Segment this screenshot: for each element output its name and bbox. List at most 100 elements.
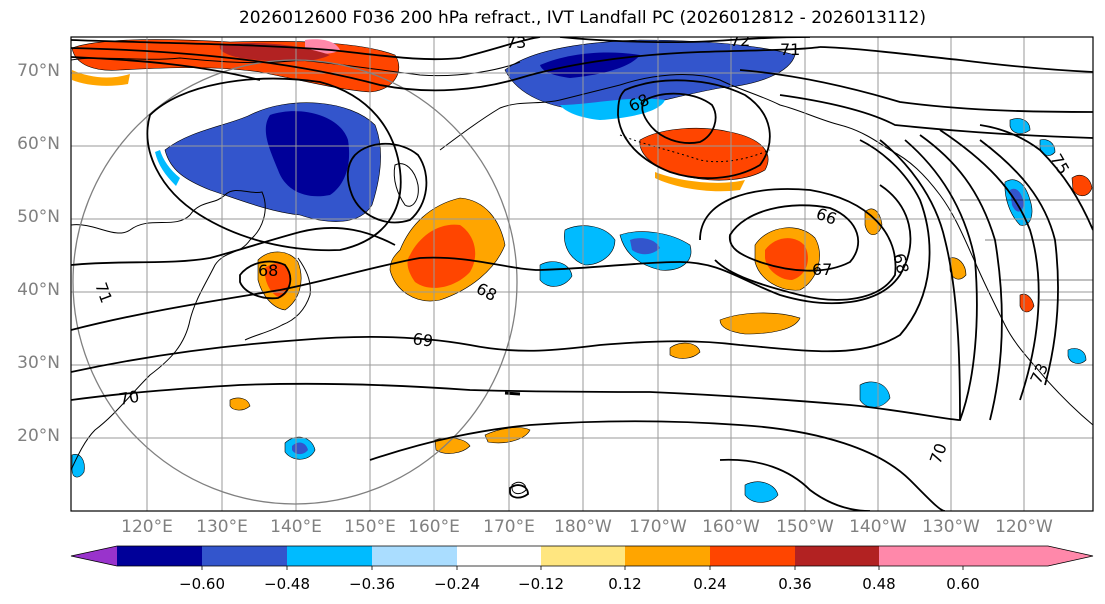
- shade-negative-central-1: [564, 225, 616, 266]
- colorbar-tick-label: 0.12: [608, 575, 642, 593]
- contour-ridge-b: [779, 94, 1093, 139]
- contour-label: 70: [117, 387, 140, 409]
- map-title: 2026012600 F036 200 hPa refract., IVT La…: [238, 8, 926, 28]
- contour-68-main: [71, 184, 912, 331]
- lon-label: 130°E: [196, 517, 248, 537]
- colorbar-tick-label: −0.36: [349, 575, 395, 593]
- contour-74-east: [979, 139, 1059, 386]
- shade-positive-subtrop-3: [719, 312, 801, 335]
- contour-75-east: [979, 124, 1093, 231]
- shade-positive-subtrop-4: [669, 342, 701, 359]
- contour-69-arctic: [71, 56, 261, 81]
- colorbar-segment: [710, 546, 795, 566]
- height-contours: [71, 37, 1093, 511]
- contour-ridge-a: [739, 69, 1093, 113]
- coastline-hawaii: [504, 391, 521, 396]
- lon-label: 160°W: [702, 517, 760, 537]
- colorbar-segment: [117, 546, 202, 566]
- colorbar-tick-label: −0.12: [518, 575, 564, 593]
- coastline-japan: [244, 257, 311, 341]
- colorbar-segment: [372, 546, 457, 566]
- contour-low-alaska-inner: [641, 92, 717, 144]
- lon-label: 150°E: [344, 517, 396, 537]
- contour-small-loop: [509, 484, 529, 499]
- contour-70: [71, 139, 961, 421]
- lon-label: 150°W: [776, 517, 834, 537]
- contour-69: [71, 139, 931, 373]
- shade-negative-kamchatka-rim: [155, 150, 180, 186]
- colorbar-extend-left: [71, 546, 117, 566]
- coastline-na-west: [889, 149, 1093, 426]
- colorbar-segment: [625, 546, 710, 566]
- colorbar-extend-right: [963, 546, 1093, 566]
- shade-negative-kamchatka-core: [265, 111, 350, 197]
- colorbar-segment: [287, 546, 372, 566]
- shade-negative-subtrop-2: [859, 381, 891, 408]
- shade-negative-central-3: [630, 238, 660, 255]
- contour-low-kamchatka-outer: [146, 77, 402, 252]
- map-frame: [70, 36, 1094, 512]
- lat-label: 30°N: [17, 353, 60, 373]
- shade-negative-subtrop-3: [744, 481, 779, 503]
- shade-positive-na-1: [1071, 175, 1093, 197]
- contour-label: 72: [730, 31, 750, 50]
- colorbar-segment: [879, 546, 963, 566]
- lat-label: 70°N: [17, 61, 60, 81]
- coastline-kamchatka: [393, 163, 419, 207]
- colorbar-ticks: [201, 566, 964, 570]
- colorbar-tick-label: 0.60: [946, 575, 980, 593]
- shade-negative-arctic-light: [560, 98, 665, 120]
- shaded-fields: [71, 39, 1093, 503]
- shade-negative-central-4: [539, 261, 573, 287]
- shade-positive-nwpac-core: [407, 224, 476, 288]
- colorbar-tick-label: −0.48: [264, 575, 310, 593]
- colorbar-outline: [70, 545, 1094, 567]
- colorbar: [70, 545, 1094, 570]
- lon-label: 170°W: [629, 517, 687, 537]
- contour-label: 73: [506, 33, 526, 52]
- colorbar-tick-label: −0.60: [179, 575, 225, 593]
- contour-66: [728, 204, 860, 272]
- contour-japan-low: [239, 260, 292, 300]
- contour-low-kamchatka-inner: [346, 142, 428, 224]
- contour-south-wiggle: [719, 458, 871, 511]
- shade-positive-alaska-rim: [655, 172, 745, 192]
- shade-positive-subtrop-1: [484, 427, 531, 444]
- lat-label: 50°N: [17, 207, 60, 227]
- contour-70b: [369, 420, 946, 511]
- contour-label: 71: [780, 40, 800, 59]
- map-plot-area: 73 72 71 66 67 68 68 69 70 71 70 73 75 6…: [71, 31, 1093, 511]
- contour-label: 68: [889, 251, 913, 276]
- colorbar-segment: [795, 546, 879, 566]
- lon-label: 120°E: [121, 517, 173, 537]
- lon-label: 180°W: [554, 517, 612, 537]
- coastline-na-interior: [960, 199, 1093, 301]
- lat-label: 60°N: [17, 134, 60, 154]
- contour-label: 69: [411, 329, 434, 351]
- coastline-alaska: [619, 74, 891, 151]
- colorbar-segment: [457, 546, 541, 566]
- contour-71-extend: [819, 46, 1093, 73]
- contour-67: [699, 188, 897, 301]
- contour-nwpac-ridge: [71, 227, 396, 266]
- shade-positive-subtrop-5: [229, 397, 251, 411]
- coastline-bering: [439, 84, 621, 151]
- colorbar-segment: [202, 546, 287, 566]
- lon-label: 170°E: [483, 517, 535, 537]
- lon-label: 140°E: [270, 517, 322, 537]
- contour-low-alaska: [617, 79, 771, 180]
- colorbar-tick-label: 0.24: [693, 575, 727, 593]
- lat-label: 40°N: [17, 280, 60, 300]
- coastline-islands-1: [511, 481, 527, 495]
- lon-label: 140°W: [849, 517, 907, 537]
- contour-71-south: [904, 139, 978, 421]
- colorbar-tick-label: −0.24: [434, 575, 480, 593]
- shade-positive-arctic-orange: [72, 70, 130, 86]
- shade-negative-subtrop-4: [71, 454, 85, 478]
- range-circle: [72, 59, 518, 505]
- shade-negative-na-2: [1009, 118, 1031, 134]
- contour-label: 67: [812, 260, 832, 279]
- lon-label: 130°W: [922, 517, 980, 537]
- lat-label: 20°N: [17, 426, 60, 446]
